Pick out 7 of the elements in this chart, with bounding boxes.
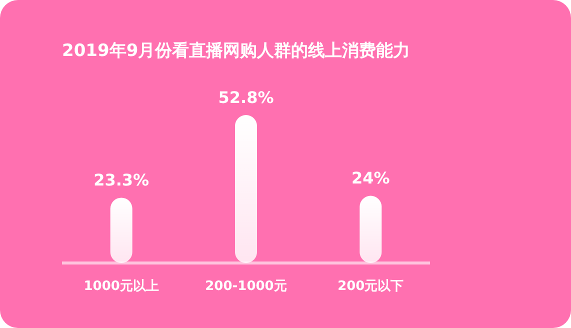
- data-label: 52.8%: [218, 88, 274, 107]
- x-tick-label: 200-1000元: [205, 279, 287, 294]
- data-label: 23.3%: [94, 170, 150, 190]
- x-tick-label: 200元以下: [338, 279, 404, 294]
- data-label: 24%: [352, 168, 390, 188]
- chart-title: 2019年9月份看直播网购人群的线上消费能力: [62, 41, 410, 61]
- x-tick-label: 1000元以上: [84, 279, 159, 294]
